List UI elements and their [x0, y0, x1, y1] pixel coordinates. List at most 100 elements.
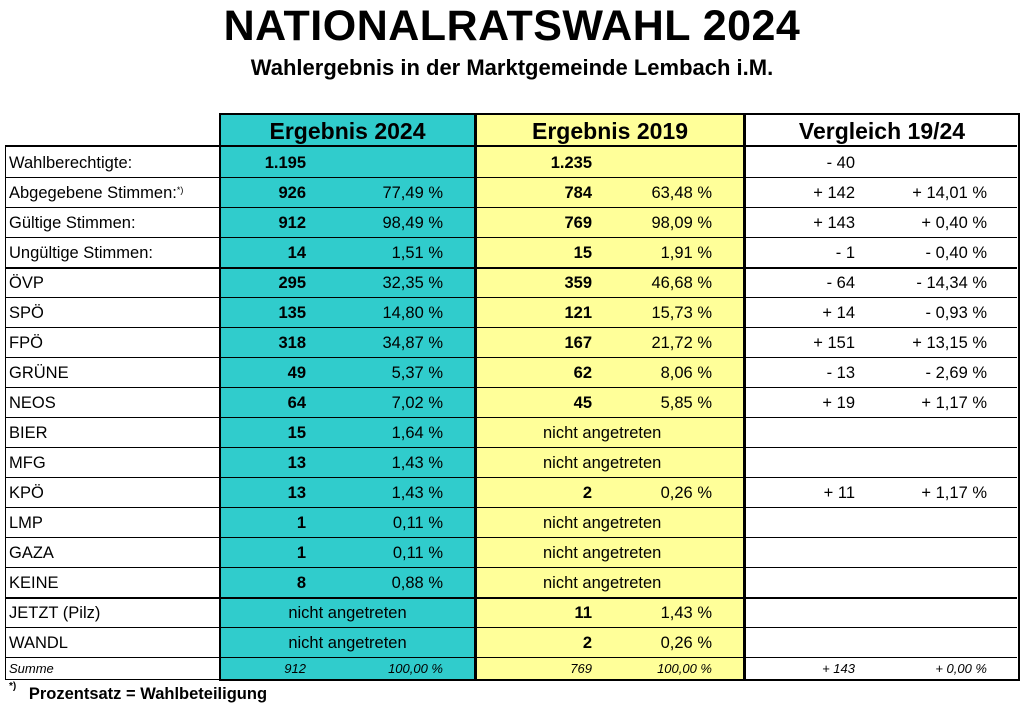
diff-votes: + 142: [813, 184, 855, 202]
percent-2024: 1,43 %: [391, 454, 443, 472]
header-rule: [5, 145, 1017, 147]
footnote-mark: *): [9, 681, 17, 692]
votes-2024: 8: [296, 574, 306, 592]
row-rule: [5, 297, 1017, 298]
page-subtitle: Wahlergebnis in der Marktgemeinde Lembac…: [250, 55, 774, 80]
not-participated-2019: nicht angetreten: [543, 544, 662, 562]
percent-2024: 7,02 %: [391, 394, 443, 412]
row-label: JETZT (Pilz): [9, 604, 101, 622]
votes-2024: 13: [287, 484, 306, 502]
row-label: NEOS: [9, 394, 56, 412]
votes-2024: 1.195: [264, 154, 306, 172]
percent-2024: 98,49 %: [382, 214, 443, 232]
percent-2019: 8,06 %: [660, 364, 712, 382]
percent-2024: 1,51 %: [391, 244, 443, 262]
footnote-mark-ref: *): [176, 185, 184, 195]
votes-2019: 167: [564, 334, 592, 352]
sum-percent-2019: 100,00 %: [657, 661, 712, 676]
not-participated-2019: nicht angetreten: [543, 424, 662, 442]
votes-2019: 15: [573, 244, 592, 262]
votes-2024: 1: [296, 544, 306, 562]
diff-votes: + 143: [813, 214, 855, 232]
percent-2019: 98,09 %: [651, 214, 712, 232]
row-rule: [5, 177, 1017, 178]
row-rule: [5, 567, 1017, 568]
percent-2024: 1,43 %: [391, 484, 443, 502]
diff-votes: + 14: [822, 304, 855, 322]
diff-votes: - 40: [826, 154, 855, 172]
row-rule: [5, 387, 1017, 388]
diff-percent: - 0,93 %: [925, 304, 987, 322]
row-label: ÖVP: [9, 274, 44, 292]
row-rule: [5, 267, 1017, 269]
column-2024-background: [220, 114, 475, 680]
percent-2024: 77,49 %: [382, 184, 443, 202]
row-label: GAZA: [9, 544, 54, 562]
row-rule: [5, 597, 1017, 599]
row-rule: [5, 357, 1017, 358]
diff-percent: - 0,40 %: [925, 244, 987, 262]
diff-votes: + 11: [823, 484, 855, 502]
sum-rule: [5, 657, 1017, 658]
percent-2024: 1,64 %: [391, 424, 443, 442]
percent-2024: 0,11 %: [392, 514, 443, 532]
votes-2024: 49: [287, 364, 306, 382]
votes-2024: 14: [287, 244, 306, 262]
percent-2024: 14,80 %: [382, 304, 443, 322]
votes-2024: 318: [278, 334, 306, 352]
row-label: Wahlberechtigte:: [9, 154, 133, 172]
percent-2019: 21,72 %: [651, 334, 712, 352]
votes-2024: 295: [278, 274, 306, 292]
column-2024-border: [219, 113, 476, 681]
percent-2024: 0,11 %: [392, 544, 443, 562]
diff-percent: - 14,34 %: [916, 274, 987, 292]
votes-2019: 11: [574, 604, 592, 622]
percent-2024: 5,37 %: [391, 364, 443, 382]
votes-2019: 2: [582, 634, 592, 652]
percent-2024: 0,88 %: [391, 574, 443, 592]
diff-percent: + 14,01 %: [912, 184, 987, 202]
header-2024: Ergebnis 2024: [269, 118, 426, 144]
row-label: Abgegebene Stimmen:*): [9, 184, 184, 202]
sum-votes-2019: 769: [570, 661, 592, 676]
footnote: *) Prozentsatz = Wahlbeteiligung: [9, 681, 268, 704]
row-label: KEINE: [9, 574, 59, 592]
votes-2019: 62: [573, 364, 592, 382]
percent-2019: 0,26 %: [660, 634, 712, 652]
column-2019-background: [476, 114, 744, 680]
diff-percent: - 2,69 %: [925, 364, 987, 382]
diff-votes: - 64: [826, 274, 855, 292]
percent-2019: 5,85 %: [660, 394, 712, 412]
votes-2019: 769: [564, 214, 592, 232]
table-left-border: [5, 146, 6, 680]
row-rule: [5, 477, 1017, 478]
diff-votes: + 151: [813, 334, 855, 352]
diff-percent: + 1,17 %: [921, 394, 987, 412]
votes-2024: 13: [287, 454, 306, 472]
row-rule: [5, 237, 1017, 238]
votes-2019: 1.235: [550, 154, 592, 172]
row-label: WANDL: [9, 634, 68, 652]
sum-percent-2024: 100,00 %: [388, 661, 443, 676]
votes-2019: 45: [573, 394, 592, 412]
not-participated-2024: nicht angetreten: [288, 634, 407, 652]
votes-2024: 1: [296, 514, 306, 532]
not-participated-2024: nicht angetreten: [288, 604, 407, 622]
diff-votes: - 1: [835, 244, 855, 262]
sum-diff-votes: + 143: [822, 661, 855, 676]
column-2019-border: [475, 113, 745, 681]
sum-label: Summe: [9, 661, 54, 676]
row-rule: [5, 627, 1017, 628]
row-label: MFG: [9, 454, 46, 472]
not-participated-2019: nicht angetreten: [543, 574, 662, 592]
row-rule: [5, 327, 1017, 328]
diff-percent: + 1,17 %: [921, 484, 987, 502]
row-label: KPÖ: [9, 484, 44, 502]
row-label: Gültige Stimmen:: [9, 214, 136, 232]
row-rule: [5, 417, 1017, 418]
footnote-text: Prozentsatz = Wahlbeteiligung: [28, 685, 268, 703]
row-label: LMP: [9, 514, 43, 532]
diff-percent: + 0,40 %: [921, 214, 987, 232]
votes-2019: 784: [564, 184, 592, 202]
column-comparison-border: [744, 113, 1020, 681]
